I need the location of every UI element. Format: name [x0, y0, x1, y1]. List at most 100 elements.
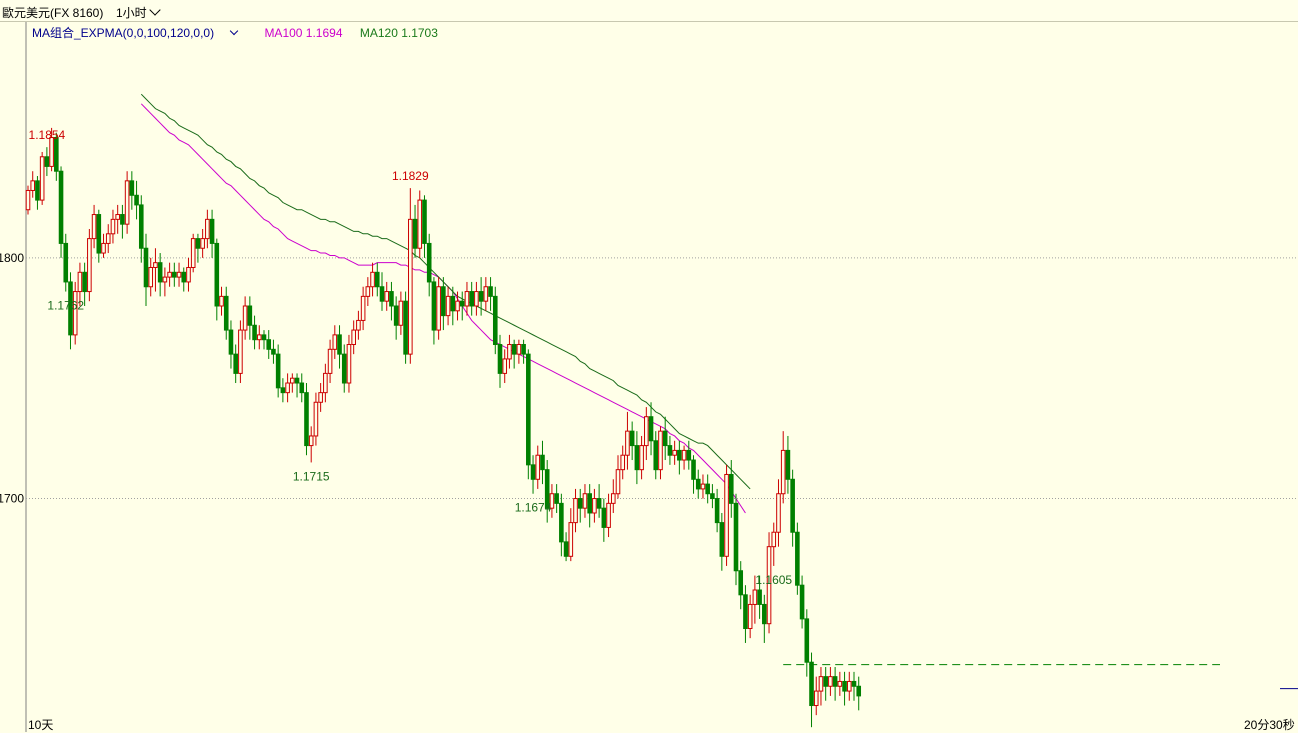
- candle-down: [823, 676, 828, 687]
- candle-up: [124, 180, 130, 225]
- candle-up: [573, 498, 578, 524]
- candle-down: [143, 247, 149, 288]
- chevron-down-icon: [149, 4, 161, 16]
- candle-up: [39, 156, 45, 201]
- candle-down: [511, 344, 517, 355]
- candle-up: [91, 214, 97, 240]
- candle-up: [105, 233, 111, 244]
- candle-up: [77, 271, 83, 293]
- candle-up: [625, 430, 630, 456]
- candle-down: [705, 483, 710, 495]
- candle-up: [681, 449, 687, 461]
- candle-up: [176, 271, 182, 278]
- candle-up: [644, 416, 649, 447]
- candle-down: [299, 382, 305, 394]
- candle-up: [606, 502, 611, 528]
- candle-down: [304, 392, 309, 447]
- candle-down: [799, 584, 805, 620]
- candle-down: [271, 348, 276, 355]
- candle-down: [341, 353, 347, 384]
- candle-down: [478, 291, 484, 302]
- candle-up: [516, 344, 522, 355]
- ma120-line: [140, 93, 751, 490]
- candle-up: [242, 305, 248, 331]
- candle-up: [200, 238, 205, 249]
- candle-up: [818, 676, 824, 692]
- candle-up: [464, 291, 470, 307]
- candle-up: [285, 382, 290, 394]
- candle-down: [58, 170, 64, 244]
- candle-down: [266, 339, 272, 350]
- candle-up: [507, 344, 512, 360]
- candle-down: [120, 214, 125, 225]
- candle-up: [766, 546, 772, 625]
- candle-up: [582, 493, 588, 509]
- candle-down: [544, 469, 550, 509]
- candle-up: [658, 430, 663, 471]
- y-tick-label: 1.1800: [0, 251, 24, 265]
- timeframe-selector[interactable]: 1小时: [116, 4, 161, 21]
- candle-up: [110, 218, 116, 235]
- candle-down: [214, 242, 220, 307]
- candle-up: [101, 242, 106, 254]
- candle-down: [469, 291, 474, 307]
- ma100-legend: MA100 1.1694: [264, 26, 343, 40]
- candle-up: [25, 189, 31, 211]
- candle-up: [724, 473, 729, 557]
- candle-up: [752, 589, 758, 605]
- candle-up: [813, 690, 819, 707]
- candle-down: [691, 459, 696, 480]
- candle-down: [695, 478, 701, 490]
- candle-up: [502, 358, 508, 374]
- candle-up: [238, 329, 243, 374]
- candle-up: [365, 286, 371, 297]
- candle-up: [776, 493, 781, 533]
- candle-down: [809, 661, 814, 707]
- candle-down: [379, 286, 385, 302]
- candle-up: [445, 295, 451, 317]
- candle-down: [790, 478, 795, 533]
- candle-down: [157, 262, 163, 283]
- candle-up: [620, 454, 626, 471]
- candle-down: [82, 271, 87, 293]
- candle-down: [209, 218, 215, 244]
- candle-down: [294, 377, 300, 384]
- candle-up: [49, 137, 54, 167]
- candle-down: [540, 454, 545, 471]
- candle-up: [384, 291, 390, 302]
- indicator-selector[interactable]: MA组合_EXPMA(0,0,100,120,0,0): [32, 26, 251, 40]
- candle-up: [483, 286, 489, 302]
- candle-down: [233, 353, 238, 374]
- candle-up: [615, 469, 621, 495]
- candle-down: [134, 194, 139, 206]
- candle-down: [677, 449, 682, 461]
- candle-down: [795, 531, 800, 586]
- candle-up: [256, 334, 262, 341]
- candle-down: [54, 137, 59, 172]
- candle-down: [856, 685, 862, 697]
- indicator-legend: MA组合_EXPMA(0,0,100,120,0,0) MA100 1.1694…: [32, 24, 452, 41]
- candle-down: [719, 522, 725, 557]
- price-chart[interactable]: 1.1800 1.1700 1.1854 1.1762 1.1829 1.1715 1.16…: [0, 22, 1298, 732]
- candle-down: [738, 570, 744, 596]
- candle-down: [733, 502, 739, 572]
- candle-down: [648, 416, 654, 442]
- candle-down: [422, 199, 427, 244]
- candle-up: [639, 445, 644, 471]
- candle-down: [431, 281, 437, 331]
- candle-down: [554, 493, 559, 504]
- candle-up: [290, 377, 295, 384]
- candle-up: [153, 262, 158, 268]
- candle-down: [275, 353, 281, 389]
- candle-up: [549, 493, 555, 509]
- candle-down: [68, 281, 73, 336]
- extreme-label: 1.1829: [392, 169, 429, 183]
- countdown-label: 20分30秒: [1244, 718, 1295, 732]
- candle-up: [568, 522, 574, 557]
- candle-up: [205, 218, 210, 240]
- candle-up: [455, 300, 460, 312]
- candle-down: [492, 295, 498, 346]
- candle-down: [743, 594, 748, 630]
- candle-up: [436, 286, 441, 331]
- candle-down: [96, 214, 102, 254]
